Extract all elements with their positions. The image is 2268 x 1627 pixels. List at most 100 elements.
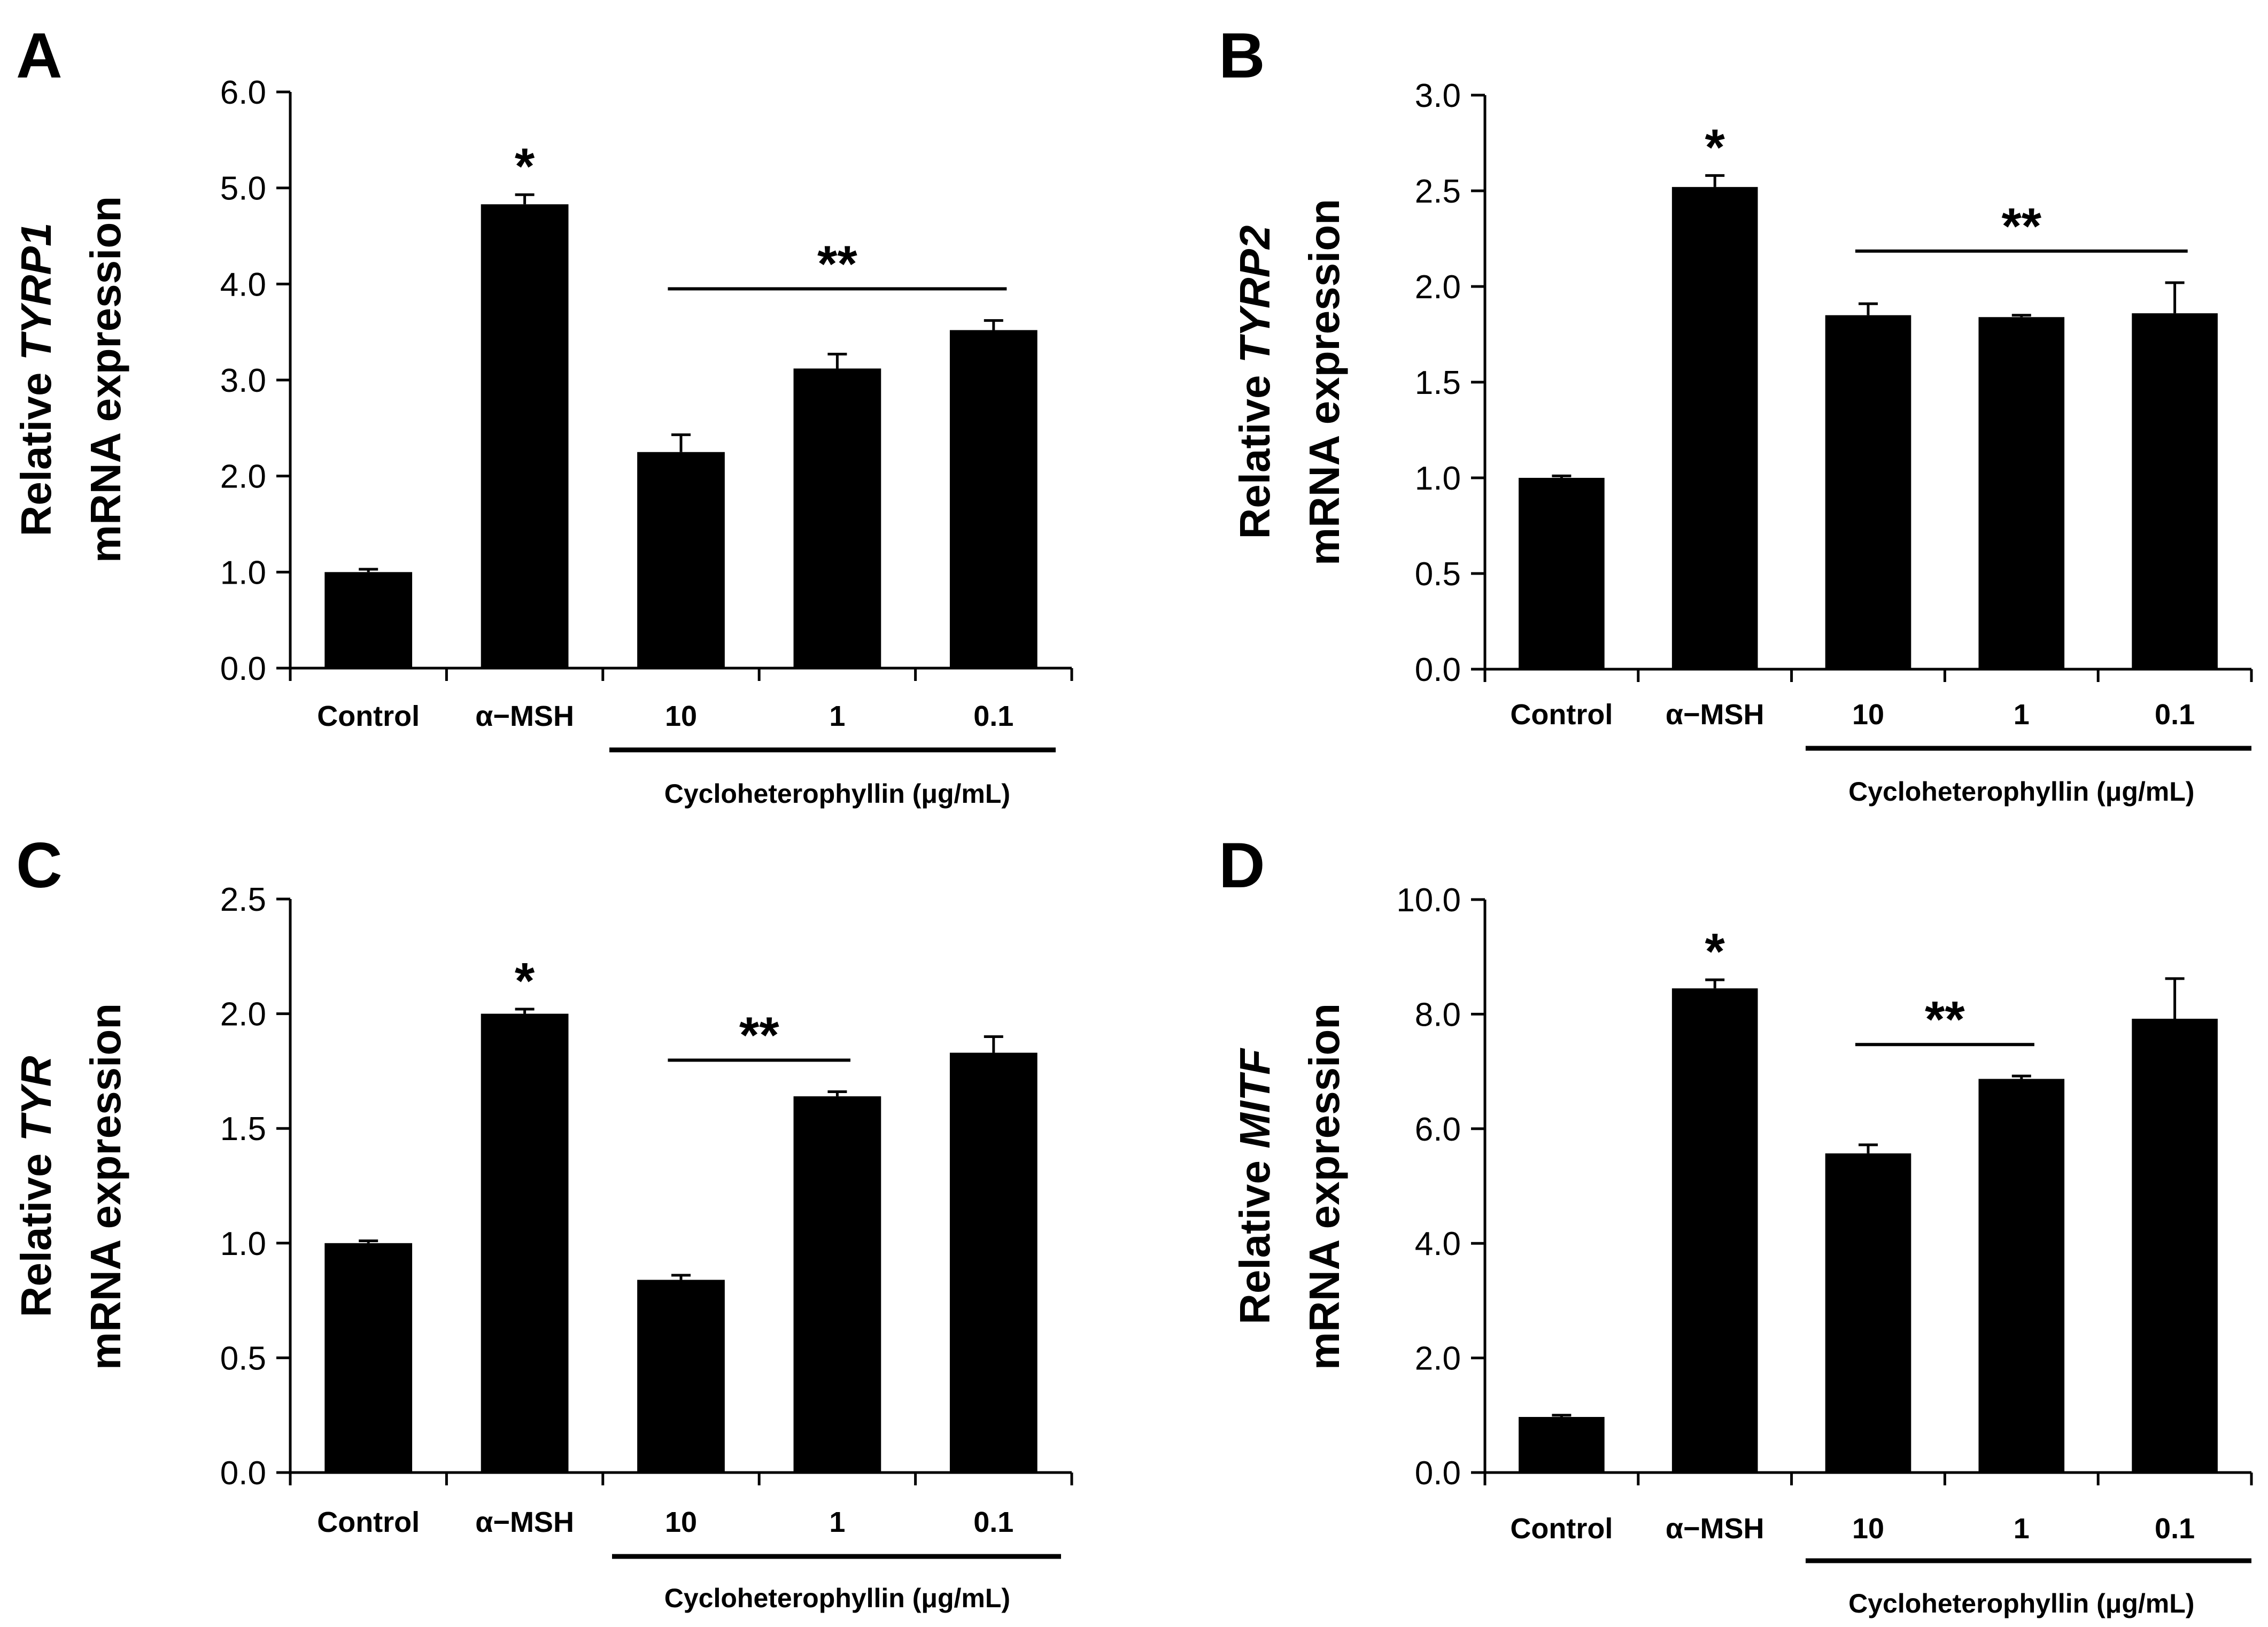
panel-a-significance-stars: **: [817, 235, 857, 292]
panel-d-bar: [1978, 1079, 2065, 1473]
panel-c-y-tick-label: 1.5: [220, 1111, 266, 1148]
panel-b-category-label: 1: [2014, 699, 2030, 731]
panel-d-ylabel-prefix: Relative: [1231, 1149, 1279, 1324]
panel-a-y-tick-label: 0.0: [220, 650, 266, 687]
panel-a-letter: A: [16, 20, 63, 91]
panel-d-y-tick-label: 4.0: [1415, 1226, 1461, 1262]
panel-a: A 0.0 1.0 2.0 3.0 4.0 5.0 6.0 Control α−MSH 10 1 0.1…: [12, 20, 1073, 809]
panel-a-category-label: 10: [665, 700, 697, 732]
panel-d-significance-star: *: [1705, 923, 1725, 980]
panel-b-ylabel-prefix: Relative: [1231, 363, 1279, 539]
panel-c-bar: [793, 1096, 881, 1473]
panel-b-y-tick-label: 3.0: [1415, 78, 1461, 114]
panel-d-category-label: 1: [2014, 1513, 2030, 1545]
panel-b-category-label: 0.1: [2155, 699, 2195, 731]
panel-a-y-tick-label: 1.0: [220, 554, 266, 591]
panel-a-ylabel-line1: Relative TYRP1: [12, 223, 60, 537]
panel-a-y-tick-label: 4.0: [220, 266, 266, 303]
panel-c-significance-stars: **: [739, 1007, 779, 1064]
panel-c-category-label: Control: [317, 1506, 420, 1538]
panel-b-y-tick-label: 1.0: [1415, 460, 1461, 497]
panel-b-y-tick-label: 0.5: [1415, 556, 1461, 593]
panel-c-category-label: 0.1: [973, 1506, 1013, 1538]
panel-b-significance-stars: **: [2001, 198, 2041, 255]
panel-c-ylabel-gene: TYR: [12, 1056, 60, 1141]
panel-c-significance-star: *: [515, 952, 535, 1010]
panel-c-y-tick-label: 1.0: [220, 1226, 266, 1262]
panel-c-group-label: Cycloheterophyllin (μg/mL): [664, 1583, 1010, 1613]
panel-d-group-label: Cycloheterophyllin (μg/mL): [1848, 1589, 2194, 1618]
panel-d-y-tick-label: 2.0: [1415, 1341, 1461, 1377]
panel-b-category-label: α−MSH: [1666, 699, 1764, 731]
panel-a-category-label: Control: [317, 700, 420, 732]
panel-b-ylabel-line1: Relative TYRP2: [1231, 226, 1279, 539]
panel-b-bar: [1671, 187, 1758, 670]
panel-a-ylabel-gene: TYRP1: [12, 223, 60, 361]
panel-c-ylabel-line2: mRNA expression: [82, 1003, 129, 1370]
panel-d-ylabel-line2: mRNA expression: [1301, 1003, 1348, 1370]
panel-a-group-label: Cycloheterophyllin (μg/mL): [664, 779, 1010, 809]
panel-c-y-tick-label: 0.0: [220, 1455, 266, 1492]
panel-d-significance-stars: **: [1925, 991, 1965, 1048]
panel-a-bar: [481, 204, 569, 669]
panel-d-category-label: Control: [1510, 1513, 1613, 1545]
panel-b-y-tick-label: 0.0: [1415, 652, 1461, 688]
panel-c-letter: C: [16, 830, 63, 901]
panel-b-significance-star: *: [1705, 119, 1725, 176]
panel-a-y-tick-label: 2.0: [220, 459, 266, 495]
panel-a-category-label: α−MSH: [475, 700, 574, 732]
panel-a-y-tick-label: 3.0: [220, 362, 266, 399]
panel-a-bar: [793, 368, 881, 668]
panel-c-y-tick-label: 0.5: [220, 1340, 266, 1377]
panel-c-y-tick-label: 2.0: [220, 996, 266, 1033]
panel-d-letter: D: [1219, 830, 1265, 901]
panel-b-y-tick-label: 2.5: [1415, 173, 1461, 210]
panel-d-bar: [1825, 1153, 1911, 1473]
panel-a-category-label: 1: [829, 700, 845, 732]
panel-a-significance-star: *: [515, 138, 535, 195]
panel-c-ylabel-prefix: Relative: [12, 1141, 60, 1317]
panel-d-bar: [1671, 988, 1758, 1473]
panel-c-bar: [949, 1052, 1038, 1473]
panel-d-ylabel-gene: MITF: [1231, 1048, 1279, 1149]
panel-c-category-label: 1: [829, 1506, 845, 1538]
panel-b-ylabel-line2: mRNA expression: [1301, 199, 1348, 565]
panel-a-ylabel-line2: mRNA expression: [82, 196, 129, 563]
panel-c-ylabel-line1: Relative TYR: [12, 1056, 60, 1317]
panel-b: B 0.0 0.5 1.0 1.5 2.0 2.5 3.0 Control α−MSH 10 1 0.1…: [1219, 20, 2253, 807]
panel-b-bar: [2132, 313, 2218, 669]
panel-a-category-label: 0.1: [973, 700, 1013, 732]
panel-a-y-tick-label: 6.0: [220, 74, 266, 111]
panel-c-y-tick-label: 2.5: [220, 881, 266, 918]
panel-d-bar: [2132, 1018, 2218, 1473]
panel-c-bar: [324, 1243, 413, 1473]
panel-d-ylabel-line1: Relative MITF: [1231, 1048, 1279, 1324]
panel-c-bar: [481, 1013, 569, 1473]
panel-a-ylabel-prefix: Relative: [12, 360, 60, 536]
panel-b-ylabel-gene: TYRP2: [1231, 226, 1279, 363]
panel-d-category-label: 10: [1852, 1513, 1884, 1545]
panel-d-category-label: 0.1: [2155, 1513, 2195, 1545]
panel-a-bar: [637, 452, 725, 668]
panel-b-bar: [1519, 478, 1605, 669]
panel-b-group-label: Cycloheterophyllin (μg/mL): [1848, 777, 2194, 807]
panel-b-category-label: 10: [1852, 699, 1884, 731]
panel-b-bar: [1825, 315, 1911, 669]
panel-d-y-tick-label: 8.0: [1415, 996, 1461, 1033]
panel-d-y-tick-label: 10.0: [1396, 882, 1461, 919]
panel-a-y-tick-label: 5.0: [220, 171, 266, 207]
panel-c-category-label: 10: [665, 1506, 697, 1538]
panel-c-bar: [637, 1280, 725, 1473]
panel-b-category-label: Control: [1510, 699, 1613, 731]
panel-d-y-tick-label: 0.0: [1415, 1455, 1461, 1492]
panel-c: C 0.0 0.5 1.0 1.5 2.0 2.5 Control α−MSH 10 1 0.1 Cyc…: [12, 830, 1073, 1613]
panel-b-y-tick-label: 2.0: [1415, 269, 1461, 306]
panel-d-category-label: α−MSH: [1666, 1513, 1764, 1545]
panel-b-letter: B: [1219, 20, 1265, 91]
panel-b-y-tick-label: 1.5: [1415, 365, 1461, 401]
panel-a-bar: [949, 330, 1038, 668]
panel-c-category-label: α−MSH: [475, 1506, 574, 1538]
panel-d: D 0.0 2.0 4.0 6.0 8.0 10.0 Control α−MSH 10 1 0.1 Cy…: [1219, 830, 2253, 1618]
panel-b-bar: [1978, 317, 2065, 669]
